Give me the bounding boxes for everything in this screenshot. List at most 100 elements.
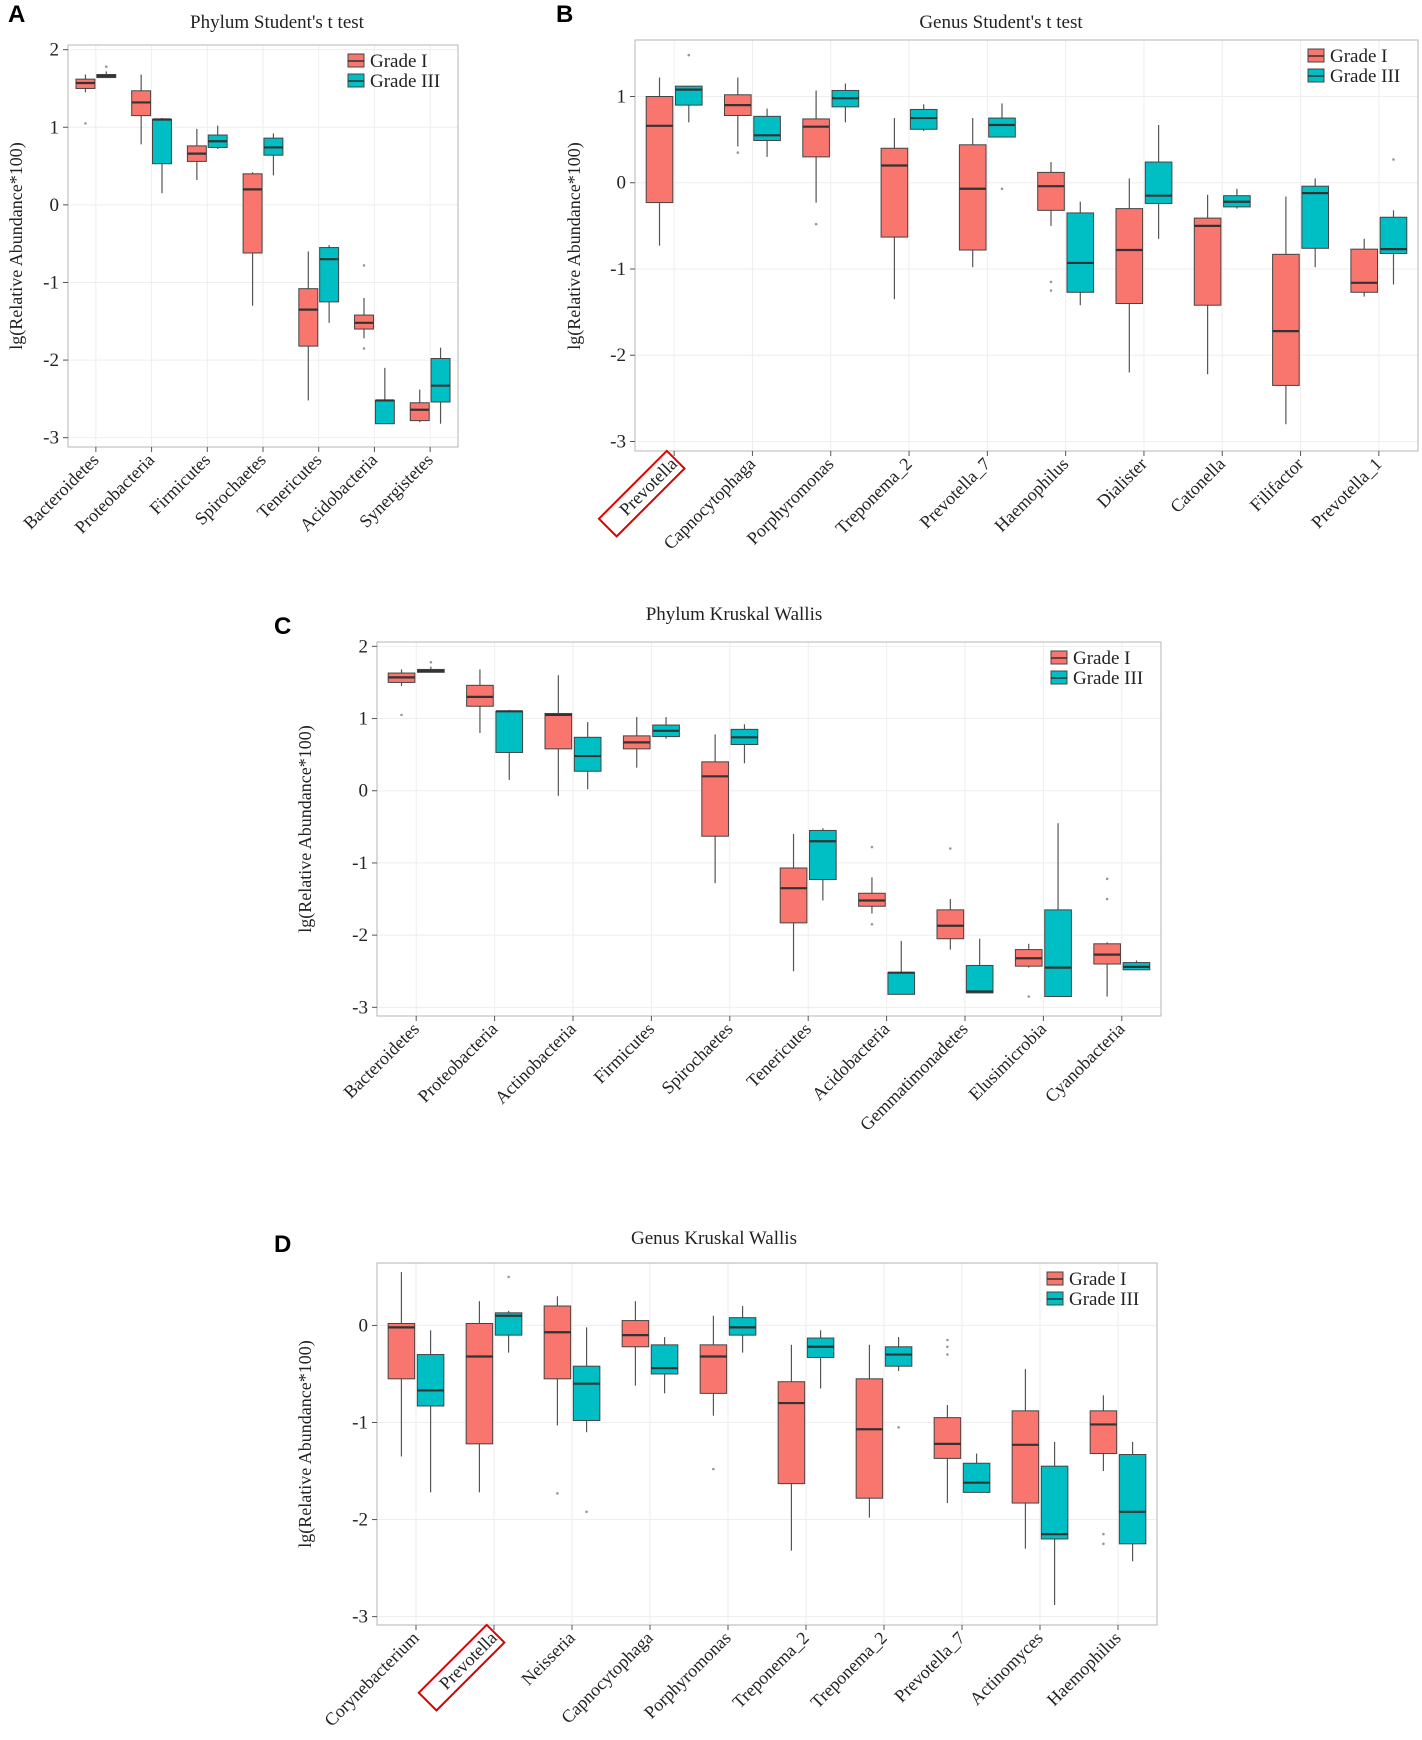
outlier-point <box>946 1353 949 1356</box>
outlier-point <box>870 923 874 926</box>
box-iqr <box>465 1322 494 1445</box>
outlier-point <box>1102 1532 1105 1536</box>
box-acidobacteria <box>858 845 886 926</box>
box-gemmatimonadetes <box>965 938 994 994</box>
box-prevotella_7 <box>933 1338 962 1504</box>
outlier-point <box>814 222 818 226</box>
box-elusimicrobia <box>1044 823 1072 998</box>
outlier-point <box>585 1510 588 1514</box>
series-grade-i <box>75 74 430 423</box>
box-synergistetes <box>430 347 451 424</box>
outlier-point <box>556 1492 559 1495</box>
outlier-point <box>712 1467 715 1471</box>
box-iqr <box>572 1365 601 1422</box>
outlier-point <box>1049 289 1053 292</box>
box-iqr <box>298 288 319 347</box>
y-tick-label: -2 <box>352 1510 368 1531</box>
box-iqr <box>965 964 994 994</box>
box-iqr <box>152 119 172 165</box>
legend-label: Grade III <box>1069 1289 1139 1310</box>
y-tick-label: -3 <box>43 428 59 449</box>
y-tick-label: 1 <box>359 709 369 730</box>
panel-letter: D <box>274 1231 291 1258</box>
box-cyanobacteria <box>1122 960 1151 971</box>
outlier-point <box>507 1275 510 1279</box>
box-prevotella_1 <box>1350 238 1379 297</box>
y-axis: 2 1 0 -1 -2 -3 <box>352 636 377 1018</box>
box-firmicutes <box>207 125 228 149</box>
y-axis-label: lg(Relative Abundance*100) <box>6 142 27 349</box>
box-iqr <box>936 909 965 940</box>
y-tick-label: 1 <box>50 117 60 138</box>
box-iqr <box>416 1354 445 1407</box>
series-grade-iii <box>96 65 451 425</box>
box-iqr <box>621 1320 650 1348</box>
box-iqr <box>933 1417 962 1459</box>
box-iqr <box>1118 1454 1147 1545</box>
y-tick-label: -3 <box>352 997 368 1018</box>
box-iqr <box>779 867 808 924</box>
series-grade-i <box>387 669 1121 998</box>
y-tick-label: -2 <box>43 350 59 371</box>
outlier-point <box>1000 187 1004 191</box>
box-proteobacteria <box>152 117 172 194</box>
box-dialister <box>1144 124 1173 239</box>
box-neisseria <box>572 1327 601 1514</box>
outlier-point <box>946 1338 949 1342</box>
box-iqr <box>387 1322 416 1380</box>
box-iqr <box>319 247 340 303</box>
outlier-point <box>687 53 691 57</box>
y-tick-label: 2 <box>50 40 60 61</box>
box-treponema_2 <box>806 1330 835 1389</box>
box-cyanobacteria <box>1093 877 1121 997</box>
panel-letter: A <box>8 1 25 28</box>
box-haemophilus <box>1066 201 1095 306</box>
box-spirochaetes <box>730 724 759 764</box>
box-iqr <box>884 1346 913 1367</box>
box-acidobacteria <box>374 367 395 425</box>
box-catonella <box>1223 188 1251 209</box>
box-porphyromonas <box>831 83 860 123</box>
y-axis-label: lg(Relative Abundance*100) <box>564 142 585 349</box>
y-tick-label: -2 <box>610 345 626 366</box>
series-grade-iii <box>416 1275 1147 1605</box>
box-porphyromonas <box>728 1306 757 1353</box>
box-prevotella_7 <box>962 1453 991 1493</box>
chart-title: Phylum Kruskal Wallis <box>646 604 823 625</box>
gridlines <box>68 45 458 447</box>
box-iqr <box>1301 185 1330 249</box>
series-grade-i <box>387 1272 1118 1551</box>
box-iqr <box>802 118 830 158</box>
outlier-point <box>104 65 108 69</box>
outlier-point <box>1049 280 1053 284</box>
box-spirochaetes <box>701 734 729 884</box>
box-iqr <box>409 402 430 422</box>
box-corynebacterium <box>387 1272 416 1457</box>
legend-label: Grade I <box>1330 46 1388 67</box>
box-iqr <box>1040 1465 1069 1540</box>
box-iqr <box>855 1378 884 1499</box>
box-iqr <box>573 736 602 772</box>
box-iqr <box>1037 171 1065 211</box>
y-axis-label: lg(Relative Abundance*100) <box>295 1340 316 1547</box>
box-acidobacteria <box>354 264 374 350</box>
plot-frame <box>634 39 1419 452</box>
y-tick-label: 2 <box>359 636 369 657</box>
y-axis: 1 0 -1 -2 -3 <box>610 87 635 452</box>
box-haemophilus <box>1037 162 1065 292</box>
box-firmicutes <box>652 717 680 739</box>
box-iqr <box>1115 208 1144 304</box>
y-tick-label: 0 <box>50 195 60 216</box>
plot-frame <box>376 641 1162 1017</box>
box-treponema_2 <box>777 1344 806 1551</box>
y-tick-label: -1 <box>43 272 59 293</box>
y-axis: 2 1 0 -1 -2 -3 <box>43 40 68 449</box>
box-treponema_2 <box>880 118 909 300</box>
series-grade-iii <box>417 660 1151 998</box>
box-iqr <box>1272 253 1300 386</box>
y-tick-label: 0 <box>359 781 369 802</box>
